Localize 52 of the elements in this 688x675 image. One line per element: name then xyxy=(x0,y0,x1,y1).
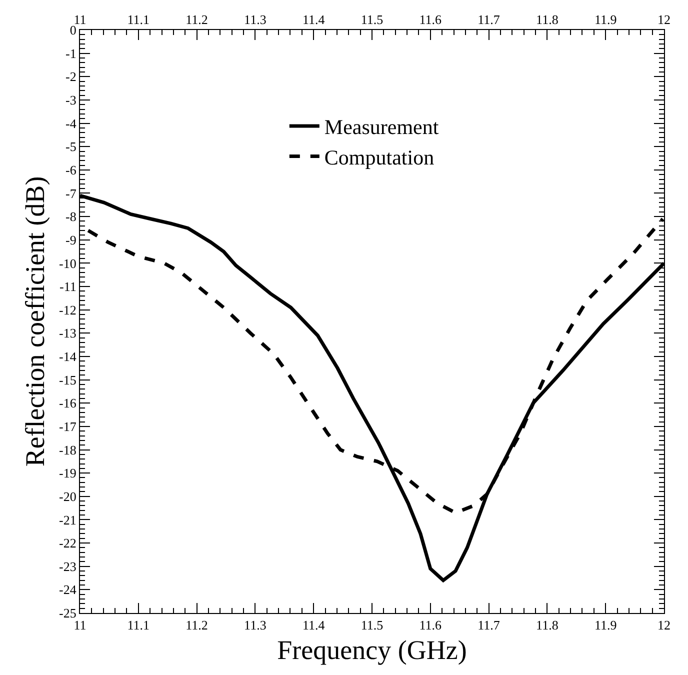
y-tick-label: -2 xyxy=(66,69,76,84)
y-tick-label: -1 xyxy=(66,46,76,61)
y-axis-title: Reflection coefficient (dB) xyxy=(20,176,50,467)
legend-label: Measurement xyxy=(324,115,439,140)
y-tick-label: -18 xyxy=(59,442,76,458)
y-tick-label: -20 xyxy=(59,488,76,504)
x-tick-label: 11.6 xyxy=(419,12,442,27)
x-tick-label: 11.9 xyxy=(594,12,617,27)
x2-tick-label: 11.1 xyxy=(127,618,150,633)
y-tick-label: -23 xyxy=(59,558,76,574)
y-tick-label: -19 xyxy=(59,466,76,481)
x-tick-label: 11.4 xyxy=(302,12,326,27)
x-tick-label: 11.2 xyxy=(186,12,208,27)
y-tick-label: -21 xyxy=(59,512,76,528)
x-axis-title: Frequency (GHz) xyxy=(277,635,467,665)
x2-tick-label: 11.6 xyxy=(419,618,442,633)
x2-tick-label: 11.2 xyxy=(186,618,208,633)
x2-tick-label: 11.4 xyxy=(302,618,326,633)
y-tick-label: -6 xyxy=(66,162,77,178)
y-tick-label: -25 xyxy=(59,606,76,621)
x-tick-label: 11.7 xyxy=(478,12,500,27)
y-tick-label: -16 xyxy=(59,396,77,411)
y-tick-label: -5 xyxy=(66,139,76,154)
y-tick-label: -12 xyxy=(59,302,76,318)
x2-tick-label: 12 xyxy=(658,618,670,633)
y-tick-label: 0 xyxy=(70,22,76,38)
y-tick-label: -10 xyxy=(59,256,76,271)
y-tick-label: -4 xyxy=(66,116,77,131)
y-tick-label: -9 xyxy=(66,232,76,248)
y-tick-label: -7 xyxy=(66,186,77,201)
x-tick-label: 12 xyxy=(658,12,670,27)
x2-tick-label: 11.3 xyxy=(244,618,266,633)
y-tick-label: -15 xyxy=(59,372,76,388)
x-tick-label: 11.1 xyxy=(127,12,150,27)
x2-tick-label: 11.7 xyxy=(478,618,500,633)
x2-tick-label: 11 xyxy=(74,618,86,633)
legend-label: Computation xyxy=(324,145,435,170)
x-tick-label: 11.3 xyxy=(244,12,266,27)
y-tick-label: -13 xyxy=(59,326,76,341)
x2-tick-label: 11.8 xyxy=(536,618,558,633)
y-tick-label: -8 xyxy=(66,209,76,224)
y-tick-label: -22 xyxy=(59,536,76,551)
x-tick-label: 11.5 xyxy=(360,12,384,27)
x-tick-label: 11.8 xyxy=(536,12,558,27)
y-tick-label: -3 xyxy=(66,92,76,108)
x2-tick-label: 11.5 xyxy=(360,618,384,633)
x2-tick-label: 11.9 xyxy=(594,618,617,633)
y-tick-label: -17 xyxy=(59,418,77,434)
y-tick-label: -24 xyxy=(59,582,77,598)
y-tick-label: -14 xyxy=(59,349,77,364)
y-tick-label: -11 xyxy=(60,279,76,294)
x-tick-label: 11 xyxy=(74,12,86,27)
